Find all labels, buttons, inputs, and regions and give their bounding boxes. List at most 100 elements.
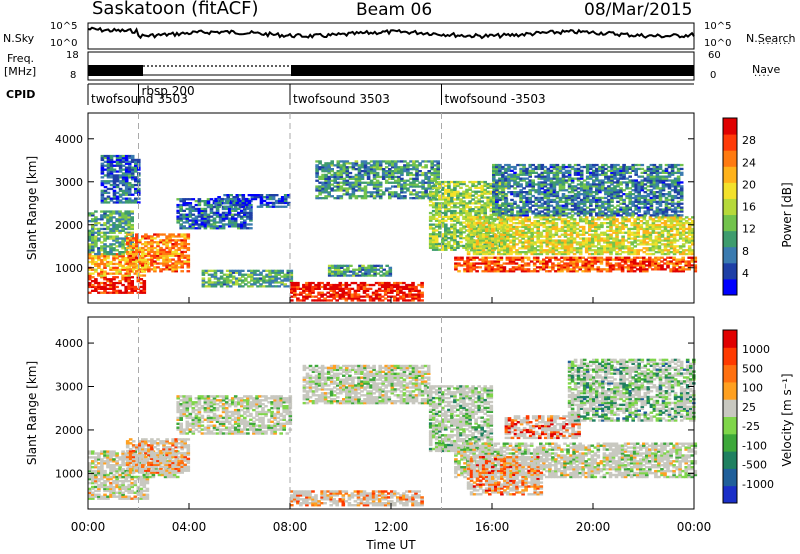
heatmap-cell <box>491 237 495 240</box>
heatmap-cell <box>127 162 132 165</box>
heatmap-cell <box>265 273 269 276</box>
heatmap-cell <box>524 220 528 223</box>
heatmap-cell <box>256 281 260 284</box>
heatmap-cell <box>575 231 580 234</box>
heatmap-cell <box>200 223 205 226</box>
heatmap-cell <box>678 262 682 265</box>
heatmap-cell <box>387 291 391 294</box>
heatmap-cell <box>533 222 537 225</box>
heatmap-cell <box>539 235 544 238</box>
heatmap-cell <box>518 239 522 242</box>
heatmap-cell <box>609 252 613 256</box>
heatmap-cell <box>201 273 206 276</box>
heatmap-cell <box>548 251 553 254</box>
heatmap-cell <box>609 251 613 254</box>
heatmap-cell <box>536 223 540 227</box>
heatmap-cell <box>100 270 104 273</box>
heatmap-cell <box>206 223 211 226</box>
heatmap-cell <box>244 203 249 206</box>
heatmap-cell <box>681 225 686 229</box>
heatmap-cell <box>597 241 601 244</box>
heatmap-cell <box>504 200 508 203</box>
heatmap-cell <box>403 166 407 169</box>
heatmap-cell <box>600 245 604 248</box>
heatmap-cell <box>639 260 643 263</box>
heatmap-cell <box>362 289 367 292</box>
heatmap-cell <box>194 223 199 226</box>
heatmap-cell <box>340 264 344 267</box>
heatmap-cell <box>406 171 410 175</box>
heatmap-cell <box>594 251 598 254</box>
heatmap-cell <box>194 215 199 218</box>
heatmap-cell <box>324 170 328 173</box>
heatmap-cell <box>244 197 249 201</box>
heatmap-cell <box>431 244 436 248</box>
heatmap-cell <box>484 266 488 269</box>
heatmap-cell <box>118 222 122 225</box>
heatmap-cell <box>600 223 604 227</box>
heatmap-cell <box>566 256 570 259</box>
heatmap-cell <box>472 239 477 242</box>
heatmap-cell <box>384 175 389 179</box>
heatmap-cell <box>271 196 276 199</box>
heatmap-cell <box>91 229 95 232</box>
heatmap-cell <box>615 231 619 234</box>
heatmap-cell <box>352 272 356 275</box>
heatmap-cell <box>672 220 677 223</box>
heatmap-cell <box>510 177 514 180</box>
heatmap-cell <box>578 216 583 219</box>
heatmap-cell <box>563 220 568 223</box>
heatmap-cell <box>693 258 698 261</box>
heatmap-cell <box>415 185 419 188</box>
heatmap-cell <box>112 223 116 227</box>
heatmap-cell <box>444 223 448 226</box>
heatmap-cell <box>408 287 412 290</box>
heatmap-cell <box>581 262 585 265</box>
heatmap-cell <box>651 227 656 231</box>
heatmap-cell <box>235 196 240 199</box>
heatmap-cell <box>103 210 107 213</box>
heatmap-cell <box>387 285 391 289</box>
heatmap-cell <box>218 219 223 222</box>
heatmap-cell <box>177 252 181 255</box>
heatmap-cell <box>277 205 282 208</box>
heatmap-cell <box>459 182 463 186</box>
heatmap-cell <box>459 192 463 195</box>
heatmap-cell <box>283 279 287 282</box>
heatmap-cell <box>581 270 585 273</box>
heatmap-cell <box>672 258 676 261</box>
heatmap-cell <box>94 243 98 246</box>
heatmap-cell <box>599 270 604 273</box>
heatmap-cell <box>317 293 321 296</box>
heatmap-cell <box>400 171 404 175</box>
heatmap-cell <box>441 233 445 236</box>
heatmap-cell <box>584 268 588 271</box>
heatmap-cell <box>103 283 107 287</box>
heatmap-cell <box>237 198 241 201</box>
heatmap-cell <box>663 243 668 246</box>
heatmap-cell <box>533 235 537 238</box>
heatmap-cell <box>681 266 685 269</box>
heatmap-cell <box>581 239 586 242</box>
heatmap-cell <box>100 247 104 250</box>
heatmap-cell <box>431 217 436 220</box>
heatmap-cell <box>384 170 389 173</box>
heatmap-cell <box>150 239 154 242</box>
heatmap-cell <box>103 214 107 217</box>
heatmap-cell <box>229 194 233 197</box>
heatmap-cell <box>232 201 236 205</box>
heatmap-cell <box>112 183 117 187</box>
heatmap-cell <box>391 173 395 177</box>
heatmap-cell <box>159 241 163 244</box>
heatmap-cell <box>632 258 637 261</box>
heatmap-cell <box>611 268 616 271</box>
heatmap-cell <box>509 247 513 250</box>
heatmap-cell <box>287 196 291 199</box>
heatmap-cell <box>438 221 442 224</box>
heatmap-cell <box>489 190 494 193</box>
heatmap-cell <box>247 285 251 288</box>
heatmap-cell <box>651 247 656 250</box>
heatmap-cell <box>596 256 601 259</box>
heatmap-cell <box>474 206 478 209</box>
heatmap-cell <box>362 299 367 302</box>
